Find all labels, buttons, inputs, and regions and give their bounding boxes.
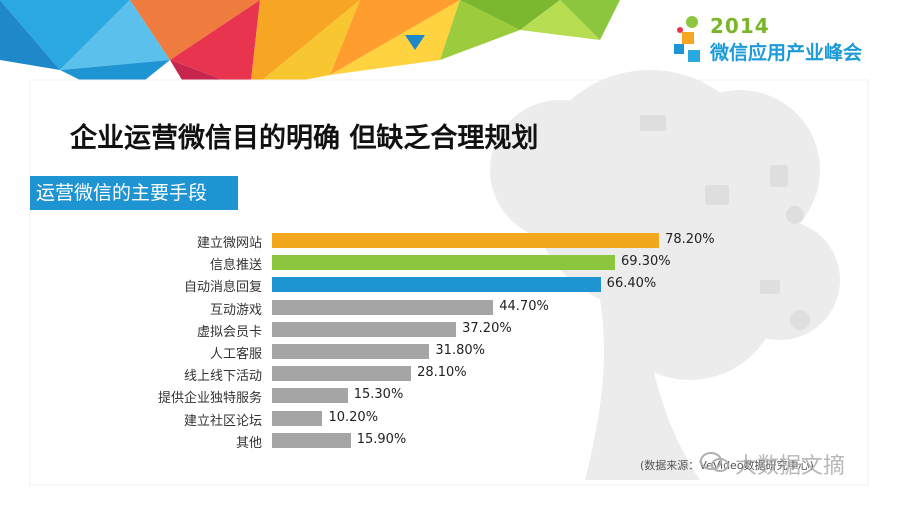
bar [272,344,430,359]
bar-value-label: 10.20% [328,409,379,425]
wechat-watermark-icon [700,452,729,472]
bar-category-label: 建立社区论坛 [183,413,262,429]
bar-category-label: 线上线下活动 [183,369,262,385]
page-title: 企业运营微信目的明确 但缺乏合理规划 [70,123,539,154]
bar-value-label: 78.20% [665,232,715,247]
bar [272,277,601,293]
bar-category-label: 互动游戏 [209,302,262,318]
brand-year: 2014 [710,14,770,38]
bar-category-label: 信息推送 [209,258,262,274]
bar [272,255,616,271]
bar-value-label: 69.30% [621,254,671,270]
bar-value-label: 31.80% [435,343,485,358]
watermark: 大数据文摘 [735,454,846,479]
bar-category-label: 建立微网站 [196,236,262,251]
bar [272,233,660,248]
brand-name: 微信应用产业峰会 [710,42,863,64]
summit-logo: 2014 微信应用产业峰会 [670,10,885,68]
bar-value-label: 15.30% [353,387,404,403]
bar-category-label: 自动消息回复 [183,280,262,296]
bar-category-label: 虚拟会员卡 [196,324,262,340]
bar-value-label: 15.90% [356,431,407,447]
bar [272,321,457,337]
bar [272,432,351,448]
bar-category-label: 提供企业独特服务 [157,391,262,407]
bar [272,410,323,426]
bar-value-label: 44.70% [499,298,549,314]
bar [272,388,348,404]
section-label: 运营微信的主要手段 [30,176,238,210]
bar-value-label: 66.40% [606,276,657,292]
bar-category-label: 其他 [235,435,262,451]
source-note: (数据来源：VeVideo数据研究中心) [640,459,814,472]
bar-value-label: 37.20% [462,320,512,336]
bar [272,299,494,315]
bar-value-label: 28.10% [417,365,467,381]
bar [272,366,412,382]
bar-category-label: 人工客服 [209,347,262,362]
logo-cubes-icon [674,16,700,62]
